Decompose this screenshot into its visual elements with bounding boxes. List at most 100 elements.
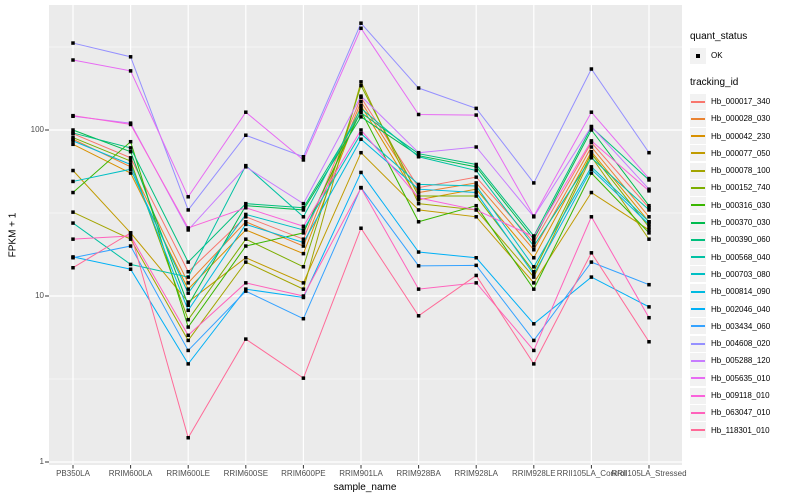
data-point <box>359 226 363 230</box>
legend-key-box <box>690 318 706 335</box>
data-point <box>186 260 190 264</box>
data-point <box>186 208 190 212</box>
x-tick-label: RRIM600SE <box>223 469 269 478</box>
legend-item-tracking: Hb_000078_100 <box>690 162 798 179</box>
legend-line-swatch-icon <box>691 325 705 328</box>
data-point <box>589 67 594 71</box>
data-point <box>186 226 190 230</box>
data-point <box>647 176 651 181</box>
data-point <box>186 362 190 366</box>
data-point <box>244 244 248 248</box>
data-point <box>186 308 190 313</box>
legend-line-swatch-icon <box>691 411 705 414</box>
data-point <box>474 190 478 195</box>
data-point <box>589 139 594 143</box>
legend-item-tracking: Hb_003434_060 <box>690 318 798 335</box>
data-point <box>647 189 651 193</box>
data-point <box>589 156 594 160</box>
data-point <box>647 215 651 219</box>
data-point <box>647 315 651 320</box>
data-point <box>532 322 536 326</box>
data-point <box>416 196 421 200</box>
legend-item-tracking: Hb_000077_050 <box>690 145 798 162</box>
legend-label: Hb_000316_030 <box>711 200 771 210</box>
data-point <box>532 338 536 343</box>
data-point <box>128 262 133 267</box>
data-point <box>474 273 478 278</box>
data-point <box>532 362 536 366</box>
legend-key-box <box>690 370 706 387</box>
data-point <box>71 58 75 62</box>
data-point <box>589 260 594 264</box>
legend-key-box <box>690 266 706 283</box>
legend-key-box <box>690 283 706 300</box>
data-point <box>474 175 478 179</box>
legend-label: Hb_000152_740 <box>711 183 771 193</box>
data-point <box>589 151 594 156</box>
data-point <box>128 139 133 144</box>
data-point <box>359 103 363 108</box>
data-point <box>244 220 248 224</box>
data-point <box>416 314 421 318</box>
data-point <box>532 181 536 185</box>
data-point <box>532 287 536 291</box>
data-point <box>359 99 363 104</box>
data-point <box>647 225 651 229</box>
data-point <box>186 269 190 274</box>
data-point <box>128 165 133 169</box>
legend-item-tracking: Hb_005288_120 <box>690 352 798 369</box>
legend-key-box <box>690 110 706 127</box>
legend-item-tracking: Hb_000370_030 <box>690 214 798 231</box>
data-point <box>359 115 363 119</box>
legend-line-swatch-icon <box>691 204 705 207</box>
data-point <box>244 228 248 232</box>
data-point <box>474 145 478 149</box>
data-point <box>301 294 306 298</box>
data-point <box>416 287 421 291</box>
legend-line-swatch-icon <box>691 221 705 224</box>
legend-line-swatch-icon <box>691 342 705 345</box>
legend-item-tracking: Hb_002046_040 <box>690 301 798 318</box>
data-point <box>71 128 75 132</box>
data-point <box>647 305 651 309</box>
data-point <box>359 94 363 98</box>
legend-label: Hb_000078_100 <box>711 166 771 176</box>
data-point <box>71 168 75 173</box>
x-tick-label: PB350LA <box>56 469 90 478</box>
legend-label-ok: OK <box>711 51 723 60</box>
data-point <box>532 272 536 277</box>
data-point <box>301 215 306 219</box>
data-point <box>244 289 248 293</box>
data-point <box>301 376 306 380</box>
data-point <box>647 206 651 210</box>
data-point <box>359 128 363 132</box>
data-point <box>128 171 133 175</box>
data-point <box>71 221 75 225</box>
data-point <box>128 156 133 160</box>
legend-label: Hb_009118_010 <box>711 391 770 401</box>
legend-item-tracking: Hb_000042_230 <box>690 128 798 145</box>
data-point <box>532 281 536 285</box>
data-point <box>359 170 363 175</box>
data-point <box>589 167 594 172</box>
data-point <box>71 210 75 214</box>
data-point <box>416 208 421 212</box>
data-point <box>359 186 363 190</box>
data-point <box>589 145 594 149</box>
data-point <box>301 231 306 235</box>
data-point <box>244 237 248 241</box>
legend-label: Hb_000703_080 <box>711 269 771 279</box>
legend-line-swatch-icon <box>691 359 705 362</box>
data-point <box>532 269 536 274</box>
legend-line-swatch-icon <box>691 290 705 293</box>
legend-key-box <box>690 93 706 110</box>
data-point <box>128 231 133 235</box>
y-axis-title: FPKM + 1 <box>7 212 19 258</box>
legend-key-box <box>690 197 706 214</box>
legend-title-tracking-id: tracking_id <box>690 77 739 88</box>
data-point <box>416 220 421 224</box>
legend-line-swatch-icon <box>691 238 705 241</box>
data-point <box>186 228 190 232</box>
